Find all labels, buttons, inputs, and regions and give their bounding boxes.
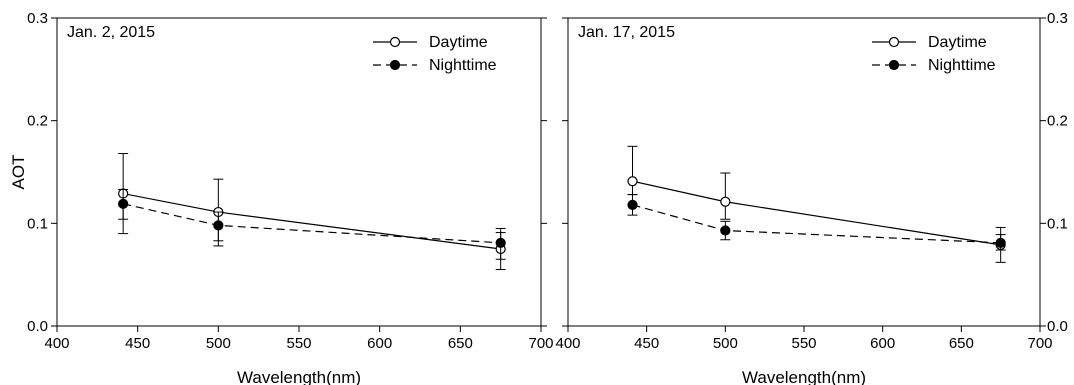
legend-marker [389, 59, 401, 71]
data-point [627, 199, 638, 210]
x-tick-label: 700 [528, 335, 553, 352]
x-axis-label: Wavelength(nm) [742, 368, 866, 385]
legend-marker [888, 59, 900, 71]
x-tick-label: 650 [949, 335, 974, 352]
data-point [495, 237, 506, 248]
series-nighttime [627, 194, 1006, 251]
series-line [123, 192, 501, 250]
y-tick-label: 0.0 [1047, 318, 1068, 335]
legend-item-daytime: Daytime [373, 34, 488, 51]
legend-label: Daytime [429, 34, 488, 51]
legend-marker [888, 36, 900, 48]
data-point [627, 176, 638, 187]
y-axis-label: AOT [9, 155, 28, 190]
series-nighttime [118, 188, 506, 260]
x-tick-label: 550 [791, 335, 816, 352]
x-tick-label: 600 [367, 335, 392, 352]
legend-label: Nighttime [429, 57, 497, 74]
data-point [995, 237, 1006, 248]
x-tick-label: 400 [44, 335, 69, 352]
x-axis-label: Wavelength(nm) [237, 368, 361, 385]
x-tick-label: 700 [1027, 335, 1052, 352]
panel-annotation: Jan. 2, 2015 [67, 24, 155, 41]
legend-label: Nighttime [928, 57, 996, 74]
x-tick-label: 450 [634, 335, 659, 352]
series-daytime [118, 153, 506, 271]
y-tick-label: 0.2 [1047, 113, 1068, 130]
legend-item-nighttime: Nighttime [872, 57, 996, 74]
legend-marker [389, 36, 401, 48]
chart-panel-1: 400 450 500 550 600 650 700 0.0 0.1 0.2 0.3 Wavelen… [9, 10, 554, 385]
legend-item-daytime: Daytime [872, 34, 987, 51]
y-tick-label: 0.1 [1047, 215, 1068, 232]
x-tick-label: 650 [448, 335, 473, 352]
x-tick-label: 500 [713, 335, 738, 352]
x-tick-label: 600 [870, 335, 895, 352]
y-tick-label: 0.2 [27, 113, 48, 130]
legend-item-nighttime: Nighttime [373, 57, 497, 74]
panel-annotation: Jan. 17, 2015 [578, 24, 675, 41]
series-line [632, 204, 1001, 244]
series-line [632, 180, 1001, 246]
y-tick-label: 0.3 [1047, 10, 1068, 27]
data-point [720, 225, 731, 236]
y-tick-label: 0.1 [27, 215, 48, 232]
series-daytime [627, 145, 1006, 263]
x-tick-label: 400 [555, 335, 580, 352]
x-tick-label: 450 [125, 335, 150, 352]
y-tick-label: 0.0 [27, 318, 48, 335]
data-point [720, 196, 731, 207]
x-tick-label: 550 [286, 335, 311, 352]
x-tick-label: 500 [206, 335, 231, 352]
y-tick-label: 0.3 [27, 10, 48, 27]
data-point [118, 198, 129, 209]
data-point [213, 220, 224, 231]
series-line [123, 203, 501, 244]
legend-label: Daytime [928, 34, 987, 51]
